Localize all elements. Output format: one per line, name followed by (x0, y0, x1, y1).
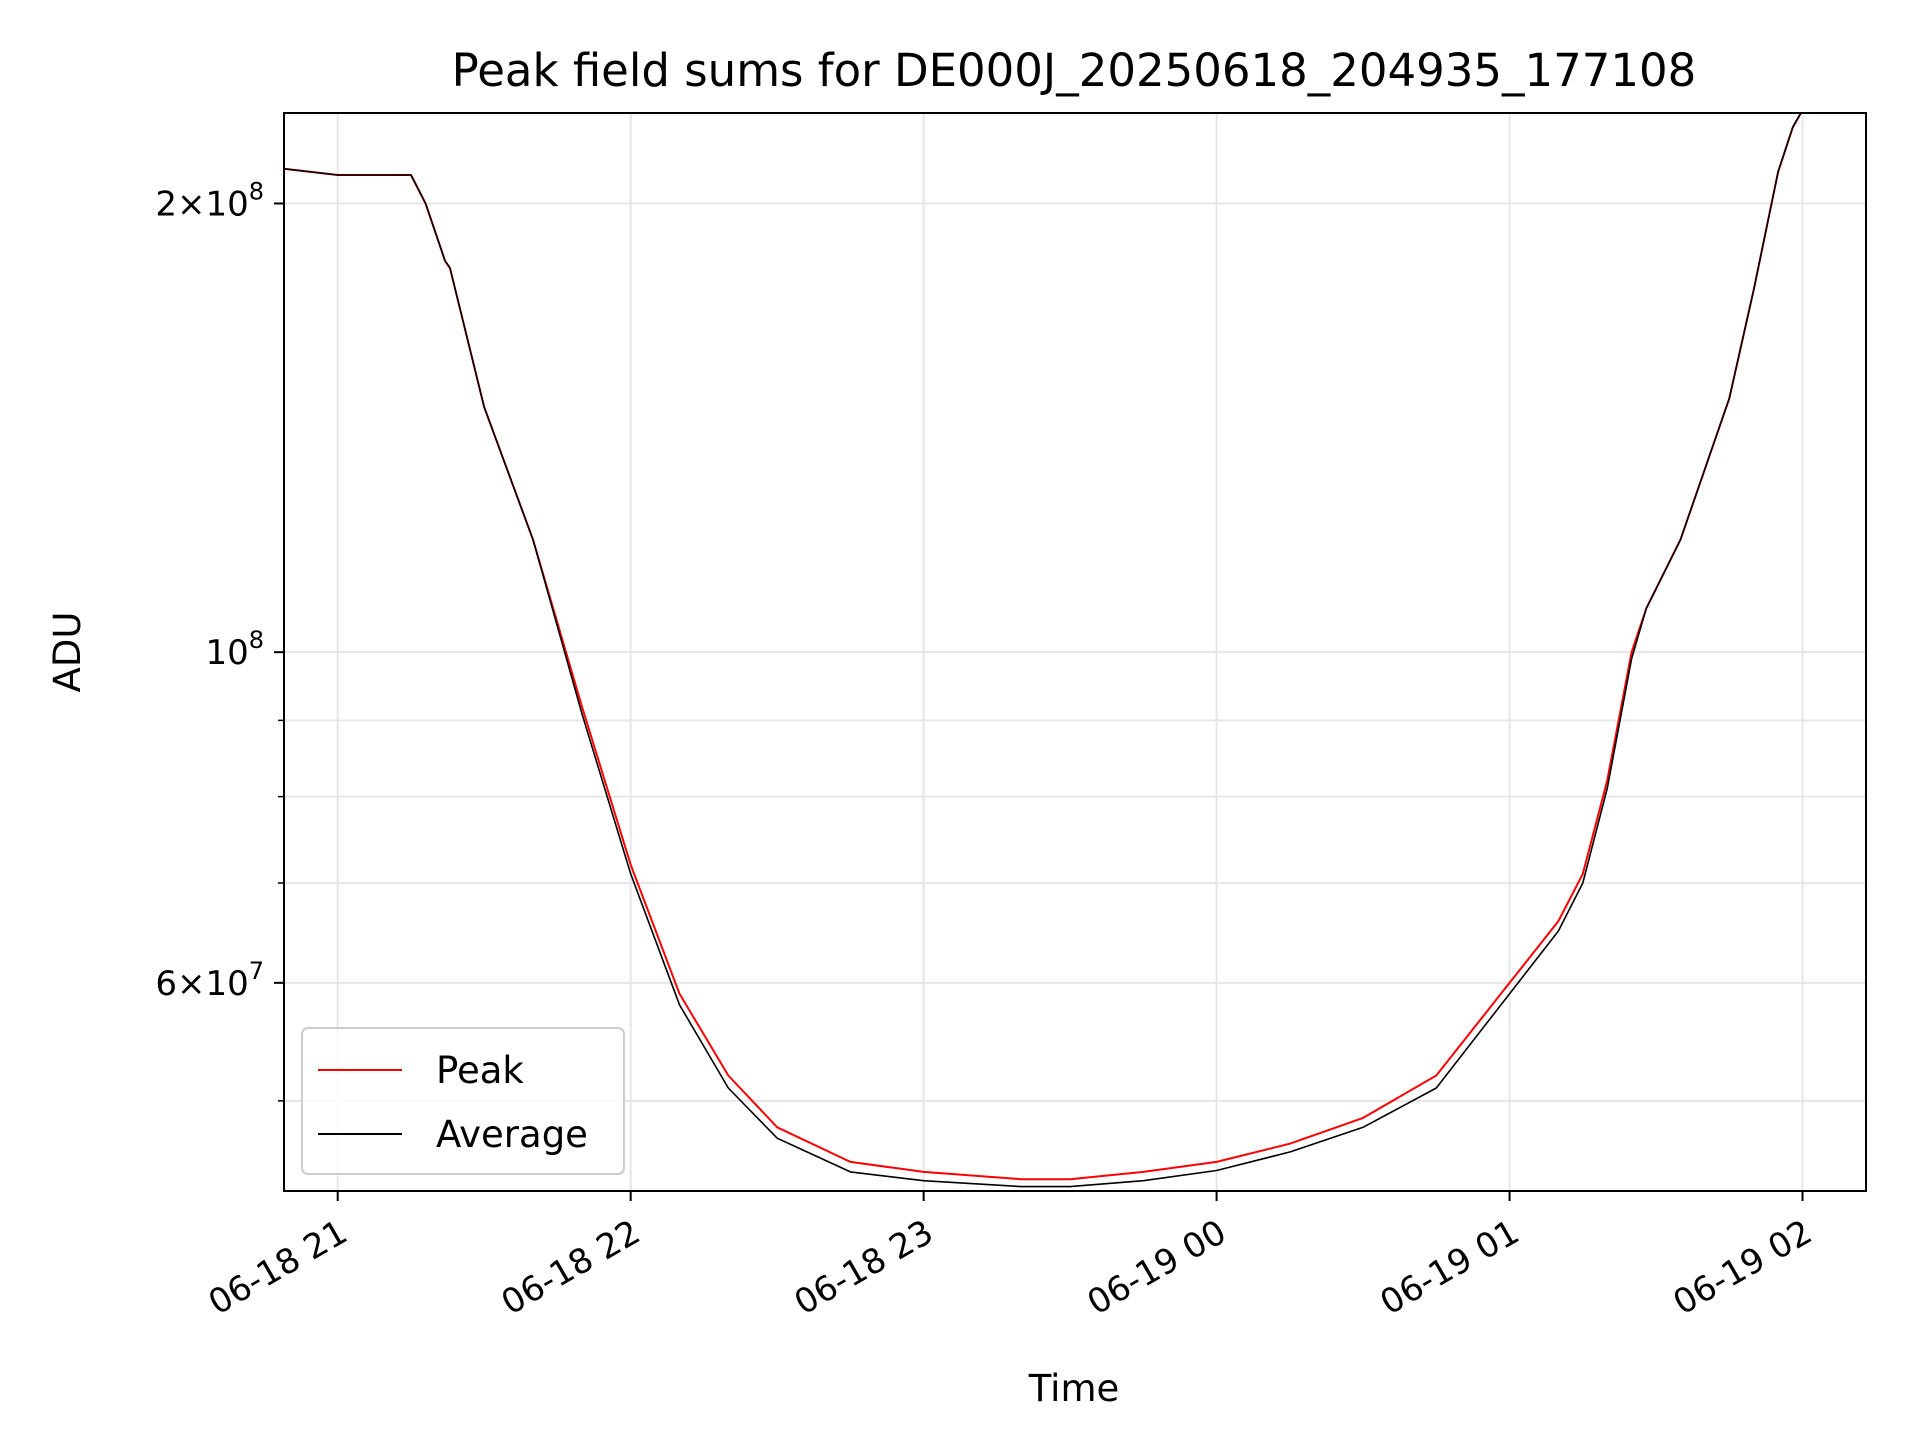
legend-label-average: Average (436, 1113, 588, 1156)
y-tick-mantissa: 2× (155, 184, 205, 224)
series-lines (284, 113, 1803, 1188)
y-tick-base: 10 (205, 964, 248, 1004)
legend: Peak Average (301, 1027, 625, 1175)
y-tick-exponent: 8 (249, 177, 264, 205)
chart-title: Peak field sums for DE000J_20250618_2049… (452, 44, 1697, 97)
y-tick-label: 6×107 (155, 957, 264, 1004)
y-tick-mantissa: 6× (155, 964, 205, 1004)
legend-label-peak: Peak (436, 1049, 524, 1092)
legend-box (301, 1027, 625, 1175)
y-tick-exponent: 8 (249, 626, 264, 654)
x-axis-label: Time (1028, 1367, 1120, 1410)
y-tick-base: 10 (205, 184, 248, 224)
y-axis-label: ADU (46, 612, 89, 693)
y-tick-label: 108 (205, 626, 264, 673)
y-tick-base: 10 (205, 633, 248, 673)
y-tick-exponent: 7 (249, 957, 264, 985)
gridlines (284, 113, 1866, 1191)
y-tick-label: 2×108 (155, 177, 264, 224)
series-average-line (284, 113, 1802, 1188)
